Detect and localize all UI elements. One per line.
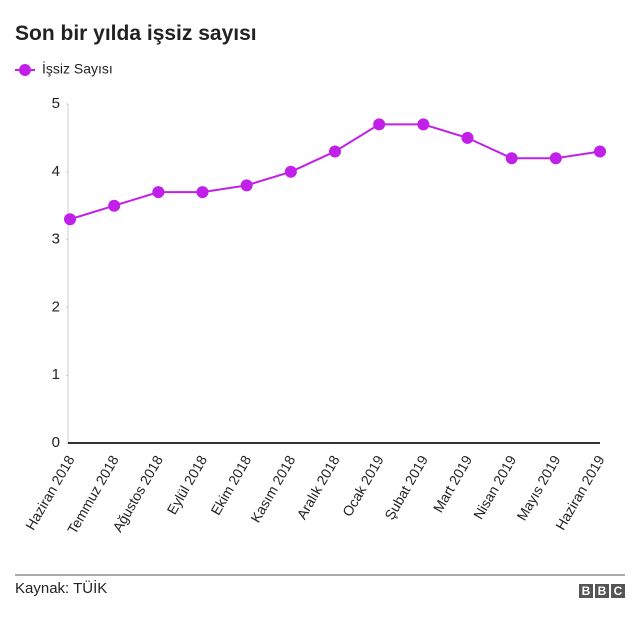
y-tick-label: 0 (52, 434, 60, 451)
source: Kaynak: TÜİK (15, 579, 107, 597)
logo-box (611, 584, 625, 598)
legend-label: İşsiz Sayısı (42, 60, 113, 77)
logo-box (579, 584, 593, 598)
point (461, 131, 474, 144)
point (196, 186, 209, 199)
y-tick-label: 3 (52, 231, 60, 248)
logo-letter: B (582, 584, 591, 598)
point (417, 118, 430, 131)
logo-letter: B (598, 584, 607, 598)
point (373, 118, 386, 131)
point (549, 152, 562, 165)
logo-letter: C (614, 584, 623, 598)
logo-box (595, 584, 609, 598)
legend-marker (19, 64, 31, 76)
point (594, 145, 606, 158)
point (329, 145, 341, 158)
point (64, 213, 76, 226)
point (505, 152, 518, 165)
x-tick-label: Kasım 2018 (247, 452, 298, 525)
y-tick-label: 4 (52, 163, 60, 180)
x-tick-label: Nisan 2019 (470, 452, 519, 522)
x-tick-label: Ocak 2019 (339, 452, 387, 519)
point (284, 165, 297, 178)
x-tick-label: Mart 2019 (430, 452, 475, 515)
point (108, 199, 121, 212)
y-tick-label: 2 (52, 298, 60, 315)
point (240, 179, 253, 192)
line (69, 123, 601, 221)
x-tick-label: Eylül 2018 (164, 452, 211, 517)
x-tick-label: Aralık 2018 (293, 452, 342, 522)
x-tick-label: Şubat 2019 (381, 452, 431, 522)
chart-title: Son bir yılda işsiz sayısı (15, 22, 257, 45)
x-tick-label: Ekim 2018 (207, 452, 254, 517)
x-tick-label: Mayıs 2019 (513, 452, 563, 523)
point (152, 186, 165, 199)
y-tick-label: 5 (52, 95, 60, 112)
y-tick-label: 1 (52, 366, 60, 383)
